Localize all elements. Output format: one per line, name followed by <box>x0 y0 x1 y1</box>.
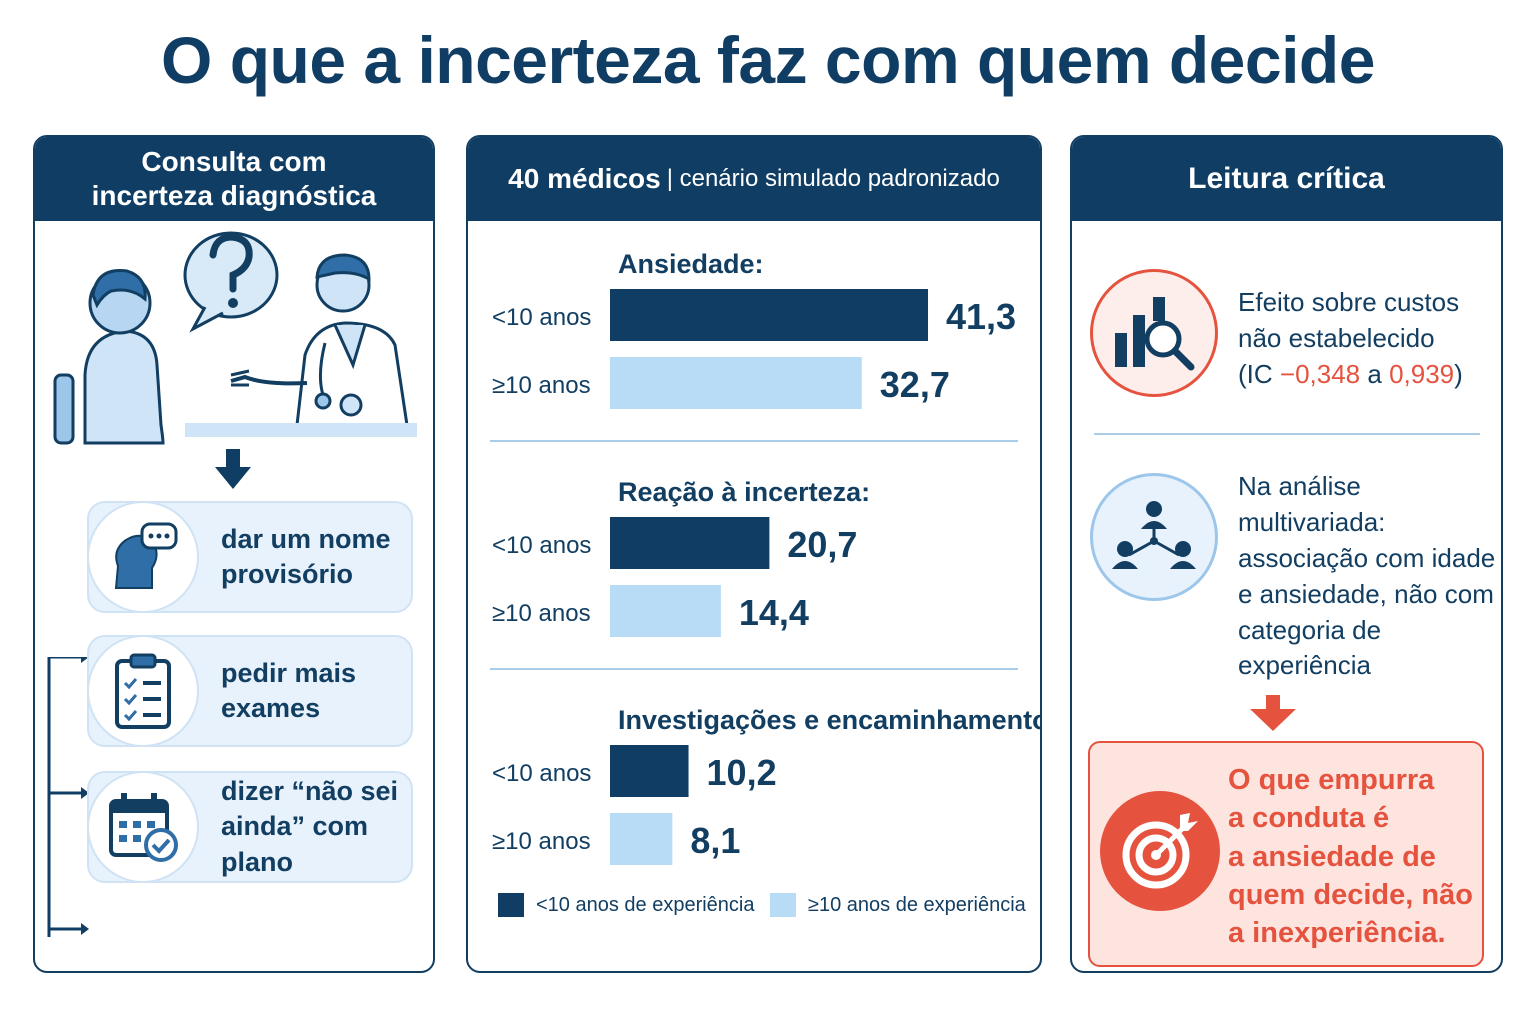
conclusion-line5: a inexperiência. <box>1228 917 1446 950</box>
category-label-1-0: <10 anos <box>492 532 591 559</box>
legend-item-ge10: ≥10 anos de experiência <box>770 893 1026 917</box>
legend-swatch-ge10 <box>770 893 796 917</box>
clipboard-checklist-icon <box>87 635 199 747</box>
legend-label-lt10: <10 anos de experiência <box>536 893 755 916</box>
group-label-2: Investigações e encaminhamentos: <box>618 705 1040 735</box>
value-label-2-1: 8,1 <box>690 820 740 861</box>
desk-icon <box>185 423 417 437</box>
conclusion-line1: O que empurra <box>1228 764 1435 796</box>
page-title: O que a incerteza faz com quem decide <box>161 23 1375 97</box>
multivariate-text: Na análise multivariada: associação com … <box>1238 469 1495 684</box>
calendar-check-icon <box>87 771 199 883</box>
critical-reading-panel: Leitura crítica Efeito sobre custos não … <box>1070 135 1503 973</box>
multivariate-line3: associação com idade <box>1238 542 1496 573</box>
chart-panel-header: 40 médicos | cenário simulado padronizad… <box>468 137 1040 221</box>
chart-magnifier-icon <box>1090 269 1218 397</box>
cost-line1: Efeito sobre custos <box>1238 287 1460 317</box>
section-divider <box>1094 433 1480 435</box>
value-label-2-0: 10,2 <box>707 752 777 793</box>
option-2-line1: pedir mais <box>221 657 357 688</box>
option-3-line1: dizer “não sei <box>221 776 399 807</box>
down-arrow-red-icon <box>1250 695 1296 731</box>
cost-effect-text: Efeito sobre custos não estabelecido (IC… <box>1238 285 1463 393</box>
multivariate-line4: e ansiedade, não com <box>1238 578 1494 609</box>
ci-prefix: (IC <box>1238 358 1280 389</box>
bar-2-1 <box>610 813 673 865</box>
bar-0-1 <box>610 357 862 409</box>
bar-2-0 <box>610 745 689 797</box>
target-icon <box>1100 791 1220 911</box>
option-1-line2: provisório <box>221 559 354 589</box>
consultation-header-line2: incerteza diagnóstica <box>91 180 377 211</box>
cost-line2: não estabelecido <box>1238 322 1435 353</box>
consultation-panel: Consulta com incerteza diagnóstica <box>33 135 435 973</box>
down-arrow-icon <box>215 449 251 489</box>
value-label-0-1: 32,7 <box>880 364 950 405</box>
chat-head-icon <box>87 501 199 613</box>
value-label-1-0: 20,7 <box>787 524 857 565</box>
conclusion-text: O que empurra a conduta é a ansiedade de… <box>1228 761 1478 952</box>
legend-swatch-lt10 <box>498 893 524 917</box>
doctor-patient-illustration <box>53 231 417 445</box>
consultation-panel-header: Consulta com incerteza diagnóstica <box>35 137 433 221</box>
confidence-interval: (IC −0,348 a 0,939) <box>1238 357 1463 393</box>
value-label-1-1: 14,4 <box>739 592 809 633</box>
option-1-line1: dar um nome <box>221 523 391 554</box>
multivariate-line2: multivariada: <box>1238 506 1386 537</box>
ci-mid: a <box>1360 358 1390 389</box>
category-label-0-1: ≥10 anos <box>492 372 591 399</box>
consultation-header-line1: Consulta com <box>141 146 327 178</box>
group-label-0: Ansiedade: <box>618 249 764 279</box>
bar-1-0 <box>610 517 770 569</box>
bar-0-0 <box>610 289 929 341</box>
option-3-line2: ainda” com plano <box>221 811 369 877</box>
conclusion-line4: quem decide, não <box>1228 878 1473 911</box>
bar-1-1 <box>610 585 721 637</box>
option-more-exams: pedir mais exames <box>87 635 413 747</box>
ci-low: −0,348 <box>1279 358 1361 389</box>
patient-icon <box>53 269 165 445</box>
legend-label-ge10: ≥10 anos de experiência <box>808 893 1026 916</box>
legend-item-lt10: <10 anos de experiência <box>498 893 755 917</box>
bar-chart: Ansiedade: <10 anos 41,3 ≥10 anos 32,7 Reação… <box>490 249 1040 865</box>
critical-reading-header: Leitura crítica <box>1072 137 1501 221</box>
option-2-line2: exames <box>221 693 321 723</box>
option-provisional-name: dar um nome provisório <box>87 501 413 613</box>
doctor-icon <box>230 253 409 427</box>
multivariate-line1: Na análise <box>1238 471 1361 501</box>
chart-header-main: 40 médicos <box>508 163 661 195</box>
network-people-icon <box>1090 473 1218 601</box>
conclusion-line3: a ansiedade de <box>1228 840 1436 873</box>
category-label-0-0: <10 anos <box>492 304 591 331</box>
category-label-2-0: <10 anos <box>492 760 591 787</box>
group-label-1: Reação à incerteza: <box>618 477 870 507</box>
options-bracket-connector <box>47 657 89 937</box>
value-label-0-0: 41,3 <box>946 296 1016 337</box>
category-label-2-1: ≥10 anos <box>492 828 591 855</box>
multivariate-line5: categoria de <box>1238 614 1382 645</box>
conclusion-line2: a conduta é <box>1228 802 1390 835</box>
chart-header-sub: | cenário simulado padronizado <box>666 164 1000 192</box>
option-not-yet-with-plan: dizer “não sei ainda” com plano <box>87 771 413 883</box>
multivariate-line6: experiência <box>1238 650 1371 681</box>
ci-high: 0,939 <box>1389 358 1455 389</box>
ci-suffix: ) <box>1454 358 1463 389</box>
question-bubble-icon <box>183 231 279 333</box>
category-label-1-1: ≥10 anos <box>492 600 591 627</box>
conclusion-box: O que empurra a conduta é a ansiedade de… <box>1088 741 1484 967</box>
chart-panel: 40 médicos | cenário simulado padronizad… <box>466 135 1042 973</box>
